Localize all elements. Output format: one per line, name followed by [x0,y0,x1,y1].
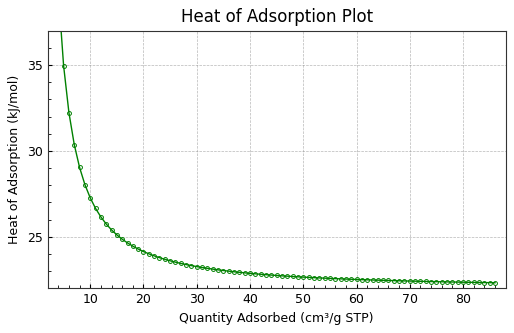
Title: Heat of Adsorption Plot: Heat of Adsorption Plot [180,8,373,26]
X-axis label: Quantity Adsorbed (cm³/g STP): Quantity Adsorbed (cm³/g STP) [179,312,374,325]
Y-axis label: Heat of Adsorption (kJ/mol): Heat of Adsorption (kJ/mol) [8,75,22,244]
